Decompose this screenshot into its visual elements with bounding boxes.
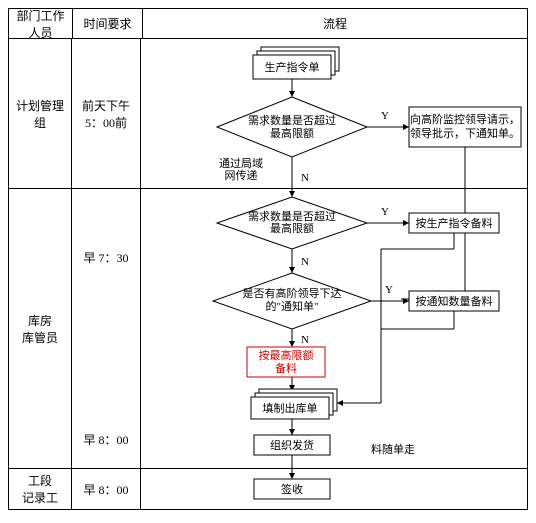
time-recorder: 早 8：00 [72,469,141,509]
svg-text:需求数量是否超过: 需求数量是否超过 [248,209,336,223]
header-col-dept: 部门工作人员 [9,9,73,38]
dept-warehouse: 库房 库管员 [9,189,72,468]
svg-text:Y: Y [385,284,393,296]
svg-text:通过局域: 通过局域 [219,157,263,170]
flow-area-2: 需求数量是否超过 最高限额 Y 按生产指令备料 N 是否有高阶领导下达 的"通知… [141,189,527,468]
svg-text:按生产指令备料: 按生产指令备料 [416,216,493,230]
d1-n-label: N [301,172,309,184]
svg-text:填制出库单: 填制出库单 [263,401,318,415]
svg-text:按最高限额: 按最高限额 [259,348,314,362]
header-col-time: 时间要求 [73,9,143,38]
svg-text:向高阶监控领导请示，: 向高阶监控领导请示， [410,112,520,126]
svg-text:签收: 签收 [281,482,303,496]
time-wh-1: 早 7：30 [84,249,129,266]
flow-area-1: 生产指令单 需求数量是否超过 最高限额 Y 向高阶监控领导请示， 领导批示，下通… [141,39,527,188]
svg-text:Y: Y [381,206,389,218]
d1-side-box [409,107,521,147]
svg-text:组织发货: 组织发货 [270,438,314,452]
doc-stack-label: 生产指令单 [265,60,320,74]
flow-area-3: 签收 [141,469,527,509]
svg-text:N: N [301,334,309,346]
svg-text:是否有高阶领导下达: 是否有高阶领导下达 [243,286,342,300]
doc-stack: 生产指令单 [253,47,339,79]
svg-text:备料: 备料 [275,361,297,375]
row-recorder: 工段 记录工 早 8：00 签收 [9,469,527,509]
d1-line1: 需求数量是否超过 [248,113,336,127]
svg-text:网传递: 网传递 [225,168,258,182]
header-row: 部门工作人员 时间要求 流程 [9,9,527,39]
svg-text:领导批示，下通知单。: 领导批示，下通知单。 [410,126,520,140]
dept-recorder: 工段 记录工 [9,469,72,509]
svg-text:按通知数量备料: 按通知数量备料 [416,294,493,308]
d1-y-label: Y [381,110,389,122]
diagram-container: 部门工作人员 时间要求 流程 计划管理组 前天下午 5：00前 生产指令单 [8,8,528,510]
svg-text:N: N [301,256,309,268]
header-col-flow: 流程 [143,9,527,38]
diamond-1 [217,97,367,157]
time-warehouse: 早 7：30 早 8：00 [72,189,141,468]
time-wh-2: 早 8：00 [84,431,129,448]
row-warehouse: 库房 库管员 早 7：30 早 8：00 需求数量是否超过 最高限额 [9,189,527,469]
time-plan: 前天下午 5：00前 [72,39,141,188]
fill-out-stack: 填制出库单 [251,389,337,419]
dept-plan: 计划管理组 [9,39,72,188]
svg-text:的"通知单": 的"通知单" [266,299,319,313]
row-plan-mgmt: 计划管理组 前天下午 5：00前 生产指令单 [9,39,527,189]
d1-line2: 最高限额 [270,126,314,140]
ship-note: 料随单走 [371,442,415,456]
svg-text:最高限额: 最高限额 [270,221,314,235]
